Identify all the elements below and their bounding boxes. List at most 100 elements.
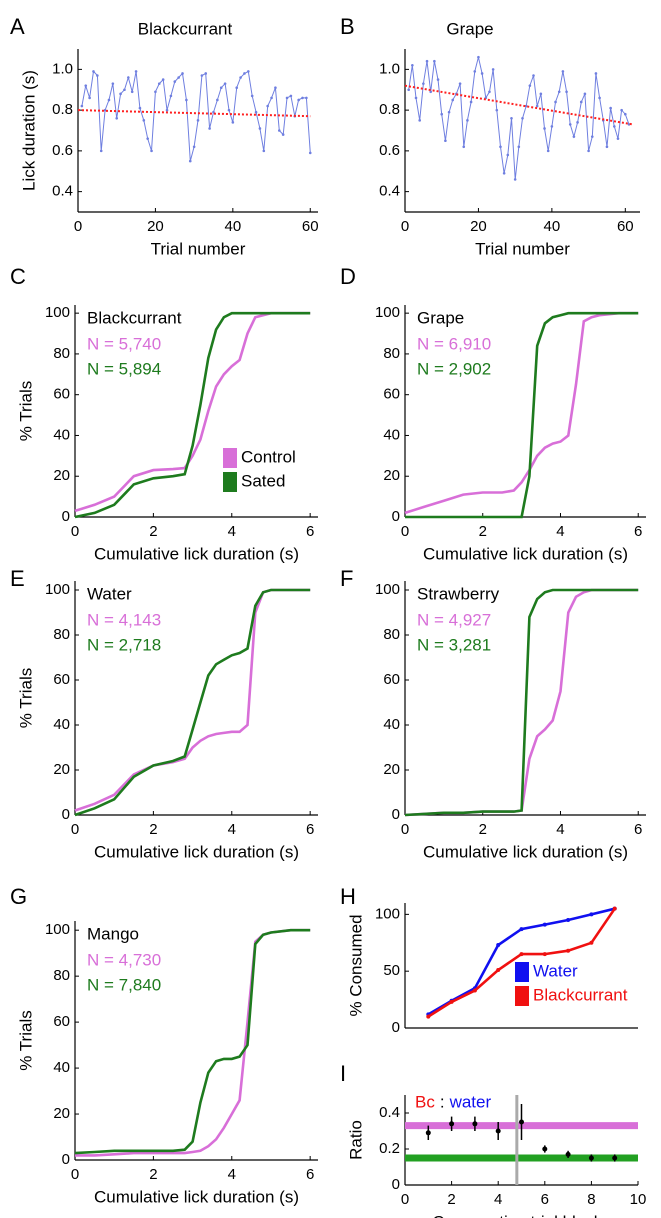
point [173,80,177,83]
x-tick-label: 6 [306,821,314,838]
series-line [74,311,311,519]
y-tick-label: 60 [383,671,400,688]
point [227,108,231,112]
y-tick-label: 0.6 [52,142,73,159]
x-axis-label: Cumulative lick duration (s) [94,842,299,861]
point [612,125,616,128]
point [219,86,223,90]
point [576,121,579,124]
point [274,86,277,90]
y-tick-label: 0.4 [379,1104,400,1121]
point [277,129,281,132]
y-tick-label: 0 [392,806,400,823]
y-tick-label: 0.2 [379,1140,400,1157]
point [488,90,491,94]
point [99,149,103,153]
panel-letter: F [340,566,353,591]
y-tick-label: 0.4 [379,183,400,200]
point [130,90,134,94]
point [528,84,532,87]
panel-letter: C [10,264,26,289]
legend-swatch [223,472,237,492]
x-axis-label: Trial number [151,239,246,258]
y-tick-label: 0.8 [52,101,73,118]
point [462,145,466,149]
point [223,82,227,85]
y-tick-label: 20 [383,467,400,484]
legend-swatch [515,962,529,982]
point [254,110,258,114]
x-tick-label: 2 [149,821,157,838]
point [587,149,590,153]
point [208,127,211,130]
y-axis-label: Ratio [346,1120,365,1160]
point [542,952,547,957]
y-tick-label: 60 [383,386,400,403]
panel-letter: B [340,14,355,39]
point [157,82,161,85]
point [407,88,410,92]
point [542,922,547,927]
point [289,94,293,98]
panel-letter: I [340,1061,346,1086]
point [458,82,462,85]
point [440,112,444,116]
y-tick-label: 1.0 [52,60,73,77]
point [513,178,517,181]
point [115,116,119,120]
point [502,171,506,175]
x-axis-label: Consecutive trial blocks [432,1212,611,1218]
point [235,86,239,90]
y-tick-label: 40 [383,716,400,733]
x-tick-label: 20 [470,218,487,235]
point [425,1130,431,1136]
series-line [81,70,311,162]
legend-label: Sated [241,471,285,490]
x-axis-label: Cumulative lick duration (s) [423,544,628,563]
y-tick-label: 1.0 [379,60,400,77]
point [188,159,192,163]
point [231,121,235,124]
y-axis-label: Lick duration (s) [19,70,38,191]
point [250,94,254,98]
y-tick-label: 0.6 [379,142,400,159]
point [216,98,219,102]
point [561,70,565,73]
point [496,968,501,973]
point [192,145,196,149]
point [473,70,477,73]
x-tick-label: 4 [556,821,564,838]
x-tick-label: 6 [306,1166,314,1183]
point [281,133,285,136]
point [414,96,418,100]
point [506,153,510,157]
panel-title: Grape [446,19,493,38]
point [466,119,469,122]
series-line [404,588,639,817]
n-label: N = 5,740 [87,334,161,353]
point [103,108,107,112]
series-line [404,311,639,515]
ratio-label: Bc [415,1092,435,1111]
x-tick-label: 2 [479,821,487,838]
x-tick-label: 0 [71,523,79,540]
y-tick-label: 50 [383,962,400,979]
x-axis-label: Cumulative lick duration (s) [423,842,628,861]
y-tick-label: 20 [53,467,70,484]
y-tick-label: 80 [53,345,70,362]
y-tick-label: 40 [383,426,400,443]
point [539,92,543,96]
point [127,76,130,79]
panel-title: Mango [87,924,139,943]
y-tick-label: 20 [383,761,400,778]
point [616,137,620,140]
x-tick-label: 2 [479,523,487,540]
y-axis-label: % Consumed [346,914,365,1016]
point [568,123,572,126]
point [270,96,273,100]
x-tick-label: 0 [401,523,409,540]
point [107,98,111,102]
y-tick-label: 80 [53,967,70,984]
y-tick-label: 40 [53,426,70,443]
y-tick-label: 100 [45,304,70,321]
